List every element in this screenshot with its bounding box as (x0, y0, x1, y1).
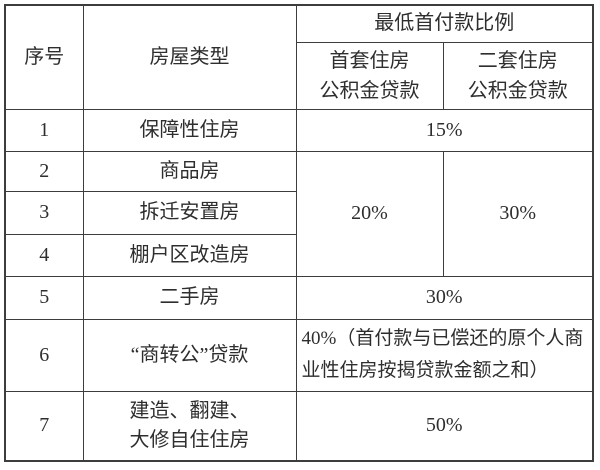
row-7-serial: 7 (4, 390, 84, 462)
table-row: 7 建造、翻建、 大修自住住房 50% (4, 390, 594, 462)
row-3-serial: 3 (4, 190, 84, 235)
table-row: 1 保障性住房 15% (4, 108, 594, 152)
rows-2-4-second-value: 30% (442, 150, 594, 277)
row-6-value: 40%（首付款与已偿还的原个人商业性住房按揭贷款金额之和） (295, 318, 594, 392)
rows-2-4-first-value: 20% (295, 150, 444, 277)
downpayment-ratio-table: 序号 房屋类型 最低首付款比例 首套住房 公积金贷款 二套住房 公积金贷款 1 … (4, 4, 594, 462)
row-1-serial: 1 (4, 108, 84, 152)
table-row: 6 “商转公”贷款 40%（首付款与已偿还的原个人商业性住房按揭贷款金额之和） (4, 318, 594, 392)
row-6-type: “商转公”贷款 (82, 318, 297, 392)
header-min-downpayment: 最低首付款比例 (295, 4, 594, 43)
row-1-type: 保障性住房 (82, 108, 297, 152)
row-6-serial: 6 (4, 318, 84, 392)
header-second-home-loan: 二套住房 公积金贷款 (442, 41, 594, 110)
row-2-serial: 2 (4, 150, 84, 192)
table-row: 4 棚户区改造房 (4, 233, 593, 277)
row-7-value: 50% (295, 390, 594, 462)
header-serial: 序号 (4, 4, 84, 110)
row-7-type: 建造、翻建、 大修自住住房 (82, 390, 297, 462)
table-row: 5 二手房 30% (4, 275, 594, 320)
table-row: 2 商品房 20% 30% (4, 150, 594, 277)
row-2-type: 商品房 (82, 150, 297, 192)
row-4-type: 棚户区改造房 (82, 233, 297, 277)
header-row-sub: 首套住房 公积金贷款 二套住房 公积金贷款 (5, 41, 594, 110)
row-4-serial: 4 (4, 233, 84, 277)
row-5-serial: 5 (4, 275, 84, 320)
row-3-type: 拆迁安置房 (82, 190, 297, 235)
header-house-type: 房屋类型 (82, 4, 297, 110)
table-row: 3 拆迁安置房 (4, 190, 593, 235)
row-5-value: 30% (295, 275, 594, 320)
header-row-top: 序号 房屋类型 最低首付款比例 (4, 4, 594, 110)
header-first-home-loan: 首套住房 公积金贷款 (295, 41, 444, 110)
row-1-value: 15% (295, 108, 594, 152)
row-5-type: 二手房 (82, 275, 297, 320)
